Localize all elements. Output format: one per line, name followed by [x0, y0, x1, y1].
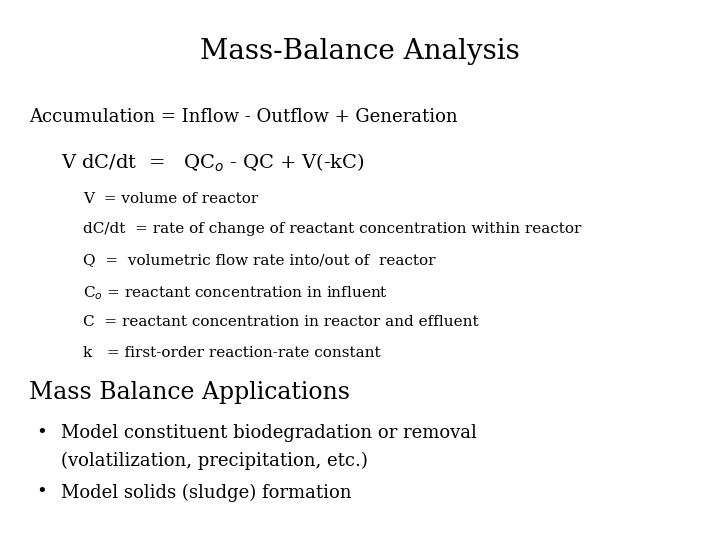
- Text: •: •: [36, 424, 47, 442]
- Text: •: •: [36, 483, 47, 501]
- Text: Model constituent biodegradation or removal: Model constituent biodegradation or remo…: [61, 424, 477, 442]
- Text: C$_o$ = reactant concentration in influent: C$_o$ = reactant concentration in influe…: [83, 284, 388, 302]
- Text: V dC/dt  =   QC$_o$ - QC + V(-kC): V dC/dt = QC$_o$ - QC + V(-kC): [61, 151, 365, 173]
- Text: (volatilization, precipitation, etc.): (volatilization, precipitation, etc.): [61, 452, 368, 470]
- Text: V  = volume of reactor: V = volume of reactor: [83, 192, 258, 206]
- Text: Q  =  volumetric flow rate into/out of  reactor: Q = volumetric flow rate into/out of rea…: [83, 253, 436, 267]
- Text: k   = first-order reaction-rate constant: k = first-order reaction-rate constant: [83, 346, 380, 360]
- Text: Accumulation = Inflow - Outflow + Generation: Accumulation = Inflow - Outflow + Genera…: [29, 108, 457, 126]
- Text: Mass Balance Applications: Mass Balance Applications: [29, 381, 350, 404]
- Text: Mass-Balance Analysis: Mass-Balance Analysis: [200, 38, 520, 65]
- Text: dC/dt  = rate of change of reactant concentration within reactor: dC/dt = rate of change of reactant conce…: [83, 222, 581, 237]
- Text: Model solids (sludge) formation: Model solids (sludge) formation: [61, 483, 351, 502]
- Text: C  = reactant concentration in reactor and effluent: C = reactant concentration in reactor an…: [83, 315, 478, 329]
